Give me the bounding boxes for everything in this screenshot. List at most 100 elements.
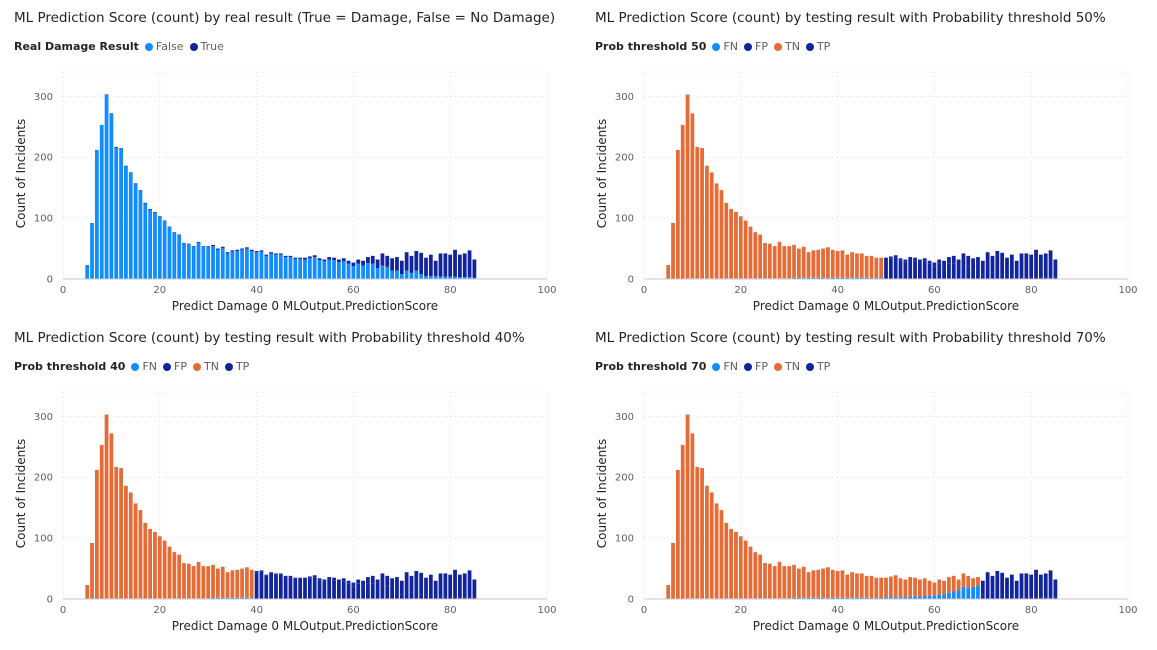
bar-segment [307,576,312,579]
bar-segment [874,577,879,598]
bar-segment [675,149,680,279]
legend-item-false[interactable]: False [144,40,184,53]
y-tick-label: 100 [34,534,53,545]
bar-segment [811,277,816,279]
legend-item-fp[interactable]: FP [744,360,768,373]
bar-segment [283,257,288,279]
bar-segment [395,590,399,599]
bar-segment [864,575,869,598]
bar-segment [709,492,714,599]
legend-item-tn[interactable]: TN [192,360,219,373]
bar-segment [695,466,700,599]
bar-segment [462,253,467,278]
bar-segment [332,577,336,581]
bar-segment [903,259,908,262]
bar-segment [1014,275,1019,279]
bar-segment [956,268,961,279]
bar-segment [390,258,395,271]
bar-segment [840,570,845,598]
legend-item-tp[interactable]: TP [805,360,830,373]
bar-segment [472,277,477,279]
bar-segment [806,277,811,279]
bar-segment [249,249,254,251]
bar-segment [855,277,859,279]
bar-segment [869,277,874,279]
bar-segment [162,540,167,599]
bar-segment [274,254,278,279]
bar-segment [1000,572,1005,595]
bar-segment [206,566,211,599]
bar-segment [162,221,167,279]
bar-segment [259,250,264,252]
bar-segment [888,256,893,259]
bar-segment [341,581,346,599]
bar-segment [375,588,380,599]
legend-item-fn[interactable]: FN [712,360,738,373]
bar-segment [395,270,399,279]
bar-segment [298,258,303,279]
legend-item-fn[interactable]: FN [131,360,157,373]
bar-segment [346,580,351,584]
bar-segment [196,242,201,279]
bar-segment [990,255,995,273]
bar-segment [758,234,763,279]
x-tick-label: 20 [153,605,166,616]
bar-segment [869,575,874,598]
legend-item-tp[interactable]: TP [224,360,250,373]
bar-segment [1024,573,1029,597]
bar-segment [94,149,99,279]
bar-segment [414,570,419,591]
bar-segment [230,597,235,599]
bar-segment [114,146,119,148]
x-tick-label: 100 [1118,285,1137,296]
bar-segment [879,257,884,278]
bar-segment [293,578,298,599]
bar-segment [951,263,956,279]
bar-segment [157,536,162,599]
x-axis-label: Predict Damage 0 MLOutput.PredictionScor… [753,299,1019,313]
bar-segment [922,578,927,596]
legend-item-tn[interactable]: TN [773,360,800,373]
bar-segment [719,510,724,599]
chart-panel-threshold-50: ML Prediction Score (count) by testing r… [581,0,1151,315]
legend-label: TP [235,360,250,373]
bar-segment [85,264,90,279]
bar-segment [119,148,123,149]
bar-segment [167,226,172,228]
bar-segment [322,261,327,279]
legend-item-tp[interactable]: TP [805,40,830,53]
legend: Prob threshold 50 FN FP TN TP [595,40,836,53]
bar-segment [424,595,428,599]
bar-segment [215,597,220,599]
bar-segment [404,572,409,591]
bar-segment [211,244,215,247]
bar-segment [1053,259,1058,278]
legend-item-fn[interactable]: FN [712,40,738,53]
x-tick-label: 40 [831,605,844,616]
y-axis-label: Count of Incidents [595,439,609,548]
bar-segment [99,124,104,279]
y-tick-label: 200 [34,153,53,164]
bar-segment [182,243,186,279]
legend-item-fp[interactable]: FP [163,360,187,373]
chart-title: ML Prediction Score (count) by real resu… [14,10,556,26]
legend-label: FN [723,40,739,53]
bar-segment [884,577,888,598]
chart-svg: 0 100 200 300 0 20 40 60 80 100 Predict Damage 0 M… [14,71,557,313]
x-tick-label: 0 [60,285,66,296]
legend-item-true[interactable]: True [189,40,224,53]
bar-segment [419,572,424,595]
bar-segment [409,592,414,599]
bar-segment [409,255,414,273]
bar-segment [322,581,327,599]
legend-item-fp[interactable]: FP [744,40,768,53]
legend-item-tn[interactable]: TN [773,40,800,53]
bar-segment [690,433,695,599]
bar-segment [162,220,167,222]
bar-segment [182,563,186,599]
bar-segment [932,266,937,279]
bar-segment [976,270,980,279]
bar-segment [927,260,932,264]
bar-segment [138,510,143,599]
bar-segment [816,277,821,279]
